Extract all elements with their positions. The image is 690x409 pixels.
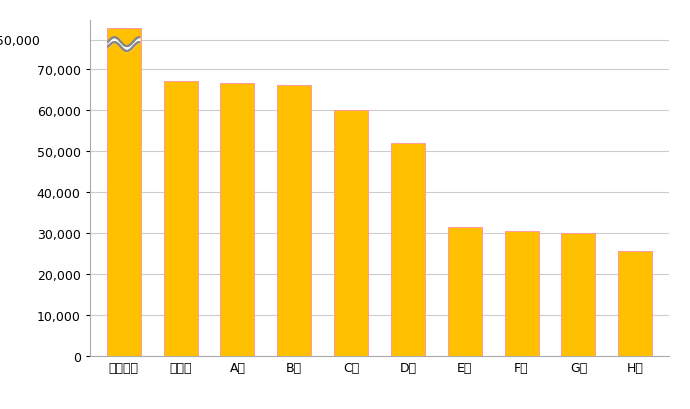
- Text: 450,000: 450,000: [0, 34, 41, 47]
- Bar: [562, 233, 595, 356]
- Bar: [504, 231, 539, 356]
- Bar: [448, 227, 482, 356]
- Bar: [164, 82, 197, 356]
- Bar: [334, 110, 368, 356]
- Bar: [220, 84, 255, 356]
- Bar: [107, 29, 141, 356]
- Bar: [391, 143, 425, 356]
- Bar: [277, 86, 311, 356]
- Bar: [618, 252, 652, 356]
